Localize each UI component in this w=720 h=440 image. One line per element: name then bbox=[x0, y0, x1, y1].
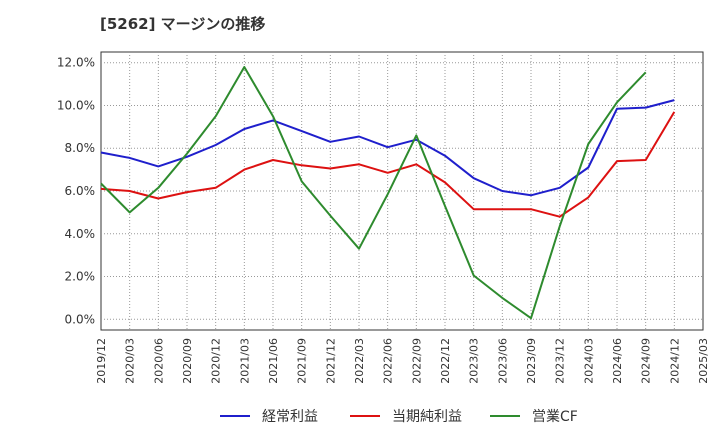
y-axis-ticks: 0.0% 2.0% 4.0% 6.0% 8.0% 10.0% 12.0% bbox=[57, 56, 95, 327]
legend-item: 当期純利益 bbox=[350, 405, 462, 427]
y-tick-label: 10.0% bbox=[57, 98, 95, 112]
x-tick-label: 2021/03 bbox=[238, 338, 251, 384]
x-tick-label: 2024/12 bbox=[668, 338, 681, 384]
grid-lines bbox=[101, 52, 703, 330]
legend-label: 経常利益 bbox=[262, 409, 318, 425]
y-tick-label: 0.0% bbox=[65, 312, 96, 326]
x-tick-label: 2022/06 bbox=[382, 338, 395, 384]
y-tick-label: 12.0% bbox=[57, 56, 95, 70]
y-tick-label: 6.0% bbox=[65, 184, 96, 198]
legend: 経常利益 当期純利益 営業CF bbox=[0, 405, 720, 427]
x-tick-label: 2019/12 bbox=[95, 338, 108, 384]
x-axis-ticks: 2019/12 2020/03 2020/06 2020/09 2020/12 2021/… bbox=[95, 338, 710, 384]
legend-item: 経常利益 bbox=[220, 405, 318, 427]
legend-swatch bbox=[350, 415, 380, 417]
chart-title: [5262] マージンの推移 bbox=[100, 15, 266, 33]
x-tick-label: 2022/03 bbox=[353, 338, 366, 384]
x-tick-label: 2020/09 bbox=[181, 338, 194, 384]
x-tick-label: 2024/06 bbox=[611, 338, 624, 384]
x-tick-label: 2020/06 bbox=[152, 338, 165, 384]
x-tick-label: 2022/09 bbox=[410, 338, 423, 384]
y-tick-label: 4.0% bbox=[65, 227, 96, 241]
series-lines bbox=[100, 66, 676, 320]
x-tick-label: 2021/12 bbox=[324, 338, 337, 384]
x-tick-label: 2023/03 bbox=[468, 338, 481, 384]
legend-label: 当期純利益 bbox=[392, 409, 462, 425]
x-tick-label: 2024/09 bbox=[640, 338, 653, 384]
y-tick-label: 2.0% bbox=[65, 270, 96, 284]
series-line bbox=[100, 111, 676, 218]
x-tick-label: 2021/09 bbox=[296, 338, 309, 384]
legend-label: 営業CF bbox=[532, 409, 578, 425]
x-tick-label: 2023/06 bbox=[496, 338, 509, 384]
x-tick-label: 2020/12 bbox=[210, 338, 223, 384]
x-tick-label: 2020/03 bbox=[124, 338, 137, 384]
legend-swatch bbox=[220, 415, 250, 417]
x-tick-label: 2022/12 bbox=[439, 338, 452, 384]
legend-item: 営業CF bbox=[490, 405, 578, 427]
x-tick-label: 2021/06 bbox=[267, 338, 280, 384]
y-tick-label: 8.0% bbox=[65, 141, 96, 155]
x-tick-label: 2025/03 bbox=[697, 338, 710, 384]
series-line bbox=[100, 66, 647, 320]
legend-swatch bbox=[490, 415, 520, 417]
x-tick-label: 2024/03 bbox=[582, 338, 595, 384]
x-tick-label: 2023/12 bbox=[554, 338, 567, 384]
x-tick-label: 2023/09 bbox=[525, 338, 538, 384]
